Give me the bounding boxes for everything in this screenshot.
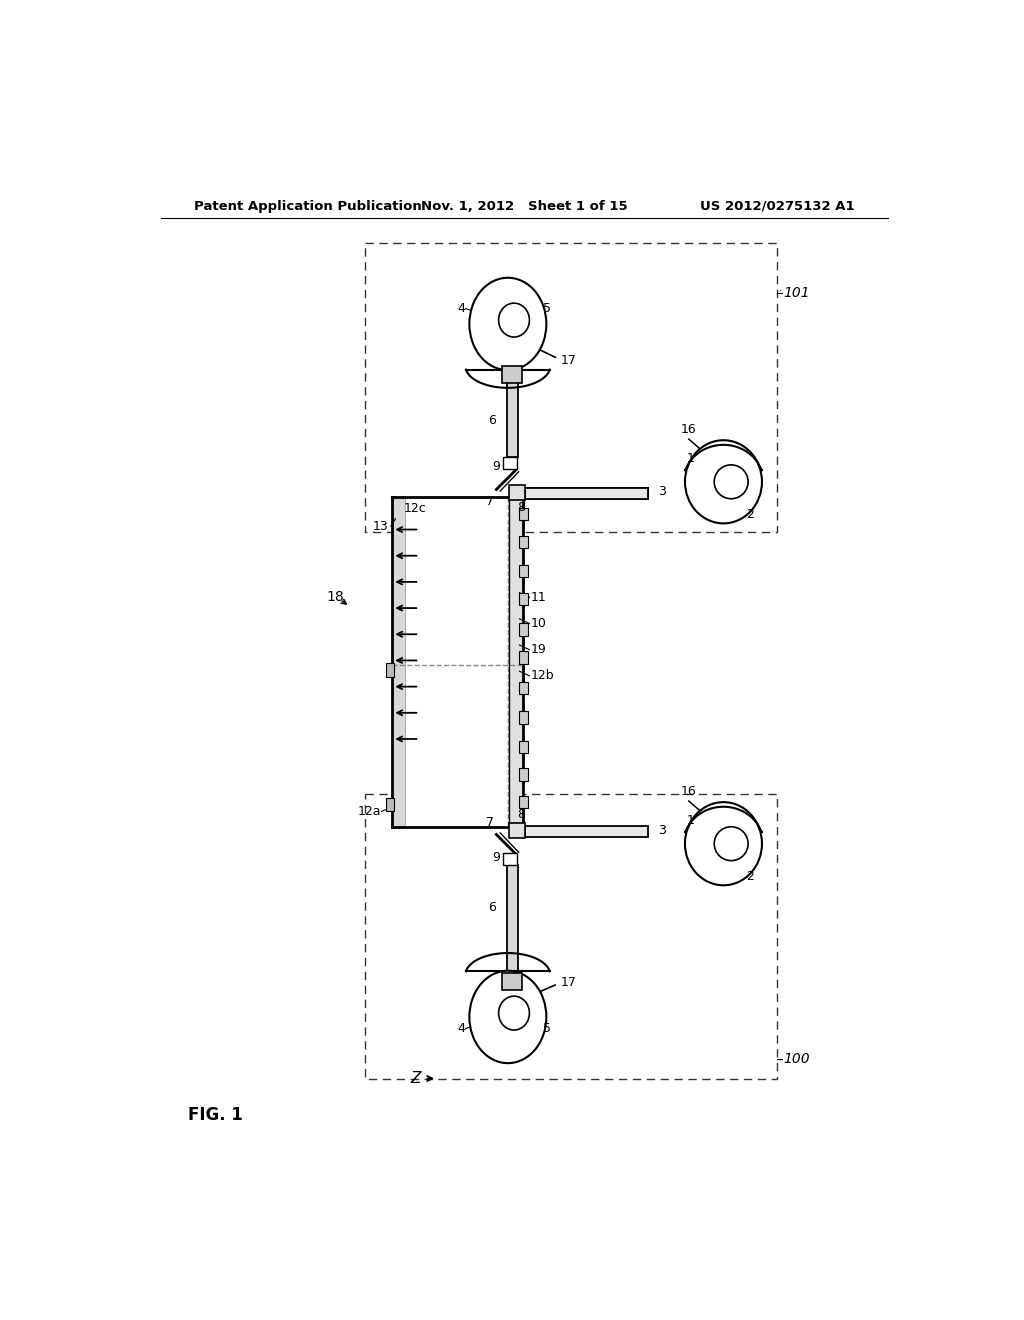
- Bar: [366, 793, 777, 1078]
- Text: 11: 11: [531, 591, 547, 603]
- Bar: [509, 822, 525, 838]
- Polygon shape: [392, 498, 523, 826]
- Text: 8: 8: [517, 502, 525, 515]
- Bar: [518, 565, 528, 577]
- Text: Nov. 1, 2012   Sheet 1 of 15: Nov. 1, 2012 Sheet 1 of 15: [422, 199, 628, 213]
- Bar: [386, 663, 394, 677]
- Bar: [518, 711, 528, 723]
- Text: 4: 4: [458, 302, 466, 315]
- Text: US 2012/0275132 A1: US 2012/0275132 A1: [699, 199, 854, 213]
- Text: 6: 6: [488, 413, 497, 426]
- Text: 17: 17: [560, 975, 577, 989]
- Bar: [518, 651, 528, 664]
- Text: 12a: 12a: [357, 805, 381, 818]
- Bar: [507, 381, 518, 457]
- Bar: [518, 741, 528, 752]
- Text: 5: 5: [544, 1022, 551, 1035]
- Text: 1: 1: [686, 814, 694, 828]
- Ellipse shape: [685, 441, 762, 524]
- Text: 101: 101: [783, 286, 810, 300]
- Circle shape: [714, 465, 749, 499]
- Text: 5: 5: [544, 302, 551, 315]
- Text: FIG. 1: FIG. 1: [188, 1106, 243, 1123]
- Ellipse shape: [685, 803, 762, 886]
- Ellipse shape: [469, 970, 547, 1063]
- Ellipse shape: [499, 997, 529, 1030]
- Ellipse shape: [499, 304, 529, 337]
- Text: 2: 2: [746, 870, 755, 883]
- Text: 17: 17: [560, 354, 577, 367]
- Bar: [509, 498, 523, 826]
- Bar: [518, 508, 528, 520]
- Text: 6: 6: [488, 902, 497, 915]
- Bar: [518, 593, 528, 605]
- Text: Patent Application Publication: Patent Application Publication: [194, 199, 422, 213]
- Text: 19: 19: [531, 643, 547, 656]
- Bar: [518, 682, 528, 694]
- Bar: [407, 498, 523, 826]
- Bar: [509, 484, 525, 500]
- Circle shape: [714, 826, 749, 861]
- Text: 12c: 12c: [403, 502, 427, 515]
- Bar: [524, 488, 648, 499]
- Bar: [503, 367, 522, 383]
- Bar: [518, 796, 528, 808]
- Text: 3: 3: [658, 824, 666, 837]
- Bar: [518, 768, 528, 780]
- Bar: [503, 457, 517, 470]
- Text: 16: 16: [681, 785, 697, 797]
- Text: 1: 1: [686, 453, 694, 465]
- Text: 12b: 12b: [531, 669, 555, 682]
- Bar: [386, 797, 394, 812]
- Text: 16: 16: [681, 422, 697, 436]
- Text: 100: 100: [783, 1052, 810, 1067]
- Bar: [524, 488, 648, 499]
- Ellipse shape: [469, 277, 547, 370]
- Bar: [518, 623, 528, 636]
- Text: 13: 13: [373, 520, 388, 533]
- Bar: [524, 826, 648, 837]
- Bar: [503, 853, 517, 866]
- Bar: [503, 973, 522, 990]
- Bar: [518, 536, 528, 548]
- Text: 7: 7: [486, 495, 495, 508]
- Bar: [507, 866, 518, 973]
- Text: 8: 8: [517, 808, 525, 821]
- Text: 9: 9: [493, 851, 501, 865]
- Text: 4: 4: [458, 1022, 466, 1035]
- Bar: [366, 243, 777, 532]
- Text: 2: 2: [746, 508, 755, 520]
- Text: 7: 7: [486, 816, 495, 829]
- Text: 10: 10: [531, 616, 547, 630]
- Bar: [392, 498, 407, 826]
- Text: 9: 9: [493, 459, 501, 473]
- Text: Z: Z: [411, 1071, 421, 1086]
- Text: 3: 3: [658, 486, 666, 499]
- Text: 18: 18: [327, 590, 345, 605]
